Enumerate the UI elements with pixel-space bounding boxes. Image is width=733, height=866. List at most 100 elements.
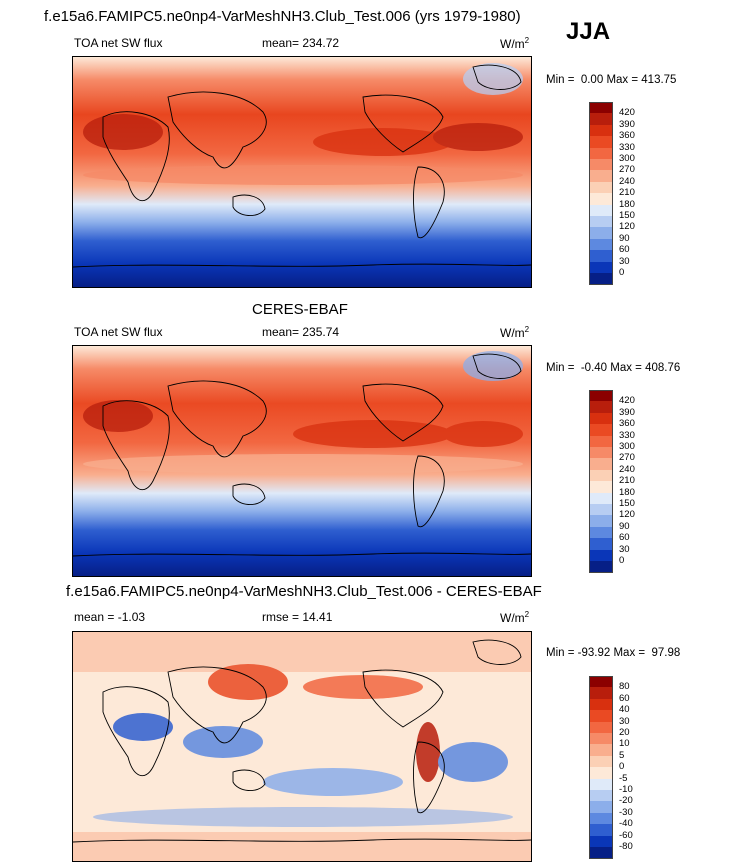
panel2-field-svg bbox=[73, 346, 531, 576]
panel1-colorbar-level-label: 30 bbox=[619, 255, 630, 267]
panel1-colorbar-swatch bbox=[589, 147, 613, 159]
panel2-colorbar-swatch bbox=[589, 447, 613, 459]
panel2-variable-label: TOA net SW flux bbox=[74, 325, 163, 339]
panel1-colorbar-level-label: 300 bbox=[619, 153, 635, 164]
panel2-colorbar-level-label: 210 bbox=[619, 475, 635, 487]
panel2-colorbar-level-label: 300 bbox=[619, 441, 635, 452]
panel2-max-region-saharan bbox=[83, 400, 153, 432]
panel2-greenland-low bbox=[463, 351, 523, 381]
panel3-field-svg bbox=[73, 632, 531, 861]
panel2-colorbar-level-label: 0 bbox=[619, 555, 625, 566]
panel2-colorbar-level-label: 270 bbox=[619, 452, 635, 464]
panel1-colorbar-swatch bbox=[589, 159, 613, 171]
panel3-colorbar-swatch bbox=[589, 733, 613, 745]
panel2-colorbar-swatch bbox=[589, 412, 613, 425]
panel1-colorbar-level-label: 150 bbox=[619, 210, 635, 221]
panel1-colorbar-swatch bbox=[589, 261, 613, 273]
panel3-colorbar-swatch bbox=[589, 676, 613, 689]
panel2-colorbar-level-label: 30 bbox=[619, 543, 630, 555]
panel1-colorbar-swatch bbox=[589, 204, 613, 216]
panel3-colorbar-level-label: 5 bbox=[619, 749, 625, 761]
panel3-pos-eastasia bbox=[208, 664, 288, 700]
panel1-tropical-band bbox=[83, 165, 523, 185]
panel2-dataset-title: CERES-EBAF bbox=[252, 301, 348, 318]
panel1-colorbar-swatch bbox=[589, 238, 613, 251]
panel3-colorbar-level-label: -5 bbox=[619, 772, 628, 784]
panel2-colorbar-swatch bbox=[589, 538, 613, 550]
panel3-colorbar-swatch bbox=[589, 710, 613, 722]
panel2-mean-label: mean= 235.74 bbox=[262, 325, 340, 339]
panel1-coastlines bbox=[73, 64, 531, 268]
panel3-colorbar-swatch bbox=[589, 835, 613, 847]
panel2-colorbar-level-label: 360 bbox=[619, 418, 635, 430]
panel3-band-south bbox=[73, 832, 531, 861]
panel3-colorbar-level-label: -30 bbox=[619, 806, 633, 818]
panel2-colorbar-swatch bbox=[589, 401, 613, 413]
panel2-units: W/m2 bbox=[500, 325, 530, 340]
panel3-units: W/m2 bbox=[500, 610, 530, 625]
panel2-coastlines bbox=[73, 353, 531, 557]
panel1-greenland-low bbox=[463, 63, 523, 95]
panel2-max-region-atlantic bbox=[443, 421, 523, 447]
panel3-neg-maritime bbox=[183, 726, 263, 758]
panel3-colorbar-level-label: 0 bbox=[619, 761, 625, 773]
panel3-rmse-label: rmse = 14.41 bbox=[262, 610, 333, 624]
panel2-colorbar-level-label: 240 bbox=[619, 463, 635, 475]
panel1-colorbar-swatch bbox=[589, 102, 613, 115]
panel2-colorbar-level-label: 120 bbox=[619, 509, 635, 521]
panel1-colorbar-swatch bbox=[589, 170, 613, 182]
panel1-colorbar-swatch bbox=[589, 181, 613, 194]
panel3-colorbar-level-label: 10 bbox=[619, 738, 630, 750]
panel3-neg-southpac bbox=[263, 768, 403, 796]
panel3-neg-atlantic bbox=[438, 742, 508, 782]
panel3-colorbar-level-label: -10 bbox=[619, 784, 633, 795]
panel3-colorbar-level-label: -80 bbox=[619, 841, 633, 852]
panel3-colorbar-swatch bbox=[589, 778, 613, 790]
panel3-colorbar-swatch bbox=[589, 687, 613, 699]
panel1-max-region-saharan bbox=[83, 114, 163, 150]
panel1-colorbar-level-label: 210 bbox=[619, 187, 635, 199]
panel2-map bbox=[72, 345, 532, 577]
panel3-colorbar-level-label: 20 bbox=[619, 727, 630, 738]
panel2-colorbar-level-label: 180 bbox=[619, 486, 635, 498]
panel1-max-region-atlantic bbox=[433, 123, 523, 151]
panel2-colorbar-swatch bbox=[589, 504, 613, 516]
panel2-colorbar-swatch bbox=[589, 481, 613, 493]
panel1-colorbar-level-label: 330 bbox=[619, 141, 635, 153]
panel1-map bbox=[72, 56, 532, 288]
panel3-colorbar-level-label: -20 bbox=[619, 795, 633, 807]
panel3-neg-indian bbox=[113, 713, 173, 741]
panel1-colorbar-swatch bbox=[589, 124, 613, 137]
panel2-colorbar-level-label: 150 bbox=[619, 498, 635, 509]
season-label: JJA bbox=[566, 18, 611, 45]
panel2-colorbar-level-label: 90 bbox=[619, 520, 630, 532]
panel1-colorbar-level-label: 180 bbox=[619, 198, 635, 210]
panel3-neg-southern bbox=[93, 807, 513, 827]
panel1-colorbar-level-label: 0 bbox=[619, 267, 625, 278]
panel1-colorbar-level-label: 60 bbox=[619, 244, 630, 256]
panel3-colorbar-swatch bbox=[589, 721, 613, 733]
panel3-colorbar-level-label: 30 bbox=[619, 715, 630, 727]
panel2-colorbar-swatch bbox=[589, 561, 613, 574]
panel1-colorbar-level-label: 360 bbox=[619, 130, 635, 142]
panel1-colorbar-level-label: 420 bbox=[619, 107, 635, 119]
panel3-colorbar-swatch bbox=[589, 698, 613, 711]
panel2-colorbar-swatch bbox=[589, 526, 613, 539]
panel2-colorbar-level-label: 420 bbox=[619, 395, 635, 407]
panel3-coastlines bbox=[73, 639, 531, 843]
panel1-colorbar-level-label: 270 bbox=[619, 164, 635, 176]
panel2-colorbar-swatch bbox=[589, 492, 613, 504]
panel2-colorbar-swatch bbox=[589, 458, 613, 470]
panel1-max-region-pacific bbox=[313, 128, 453, 156]
panel3-diff-title: f.e15a6.FAMIPC5.ne0np4-VarMeshNH3.Club_T… bbox=[66, 583, 542, 600]
panel3-colorbar-level-label: -60 bbox=[619, 829, 633, 841]
panel1-colorbar-swatch bbox=[589, 273, 613, 286]
panel1-colorbar-swatch bbox=[589, 113, 613, 125]
panel3-colorbar-swatch bbox=[589, 790, 613, 802]
panel3-mean-label: mean = -1.03 bbox=[74, 610, 146, 624]
panel3-colorbar-level-label: 80 bbox=[619, 681, 630, 693]
panel2-colorbar-level-label: 330 bbox=[619, 429, 635, 441]
panel1-minmax: Min = 0.00 Max = 413.75 bbox=[546, 74, 677, 86]
panel1-colorbar-swatch bbox=[589, 193, 613, 205]
panel1-colorbar-swatch bbox=[589, 216, 613, 228]
